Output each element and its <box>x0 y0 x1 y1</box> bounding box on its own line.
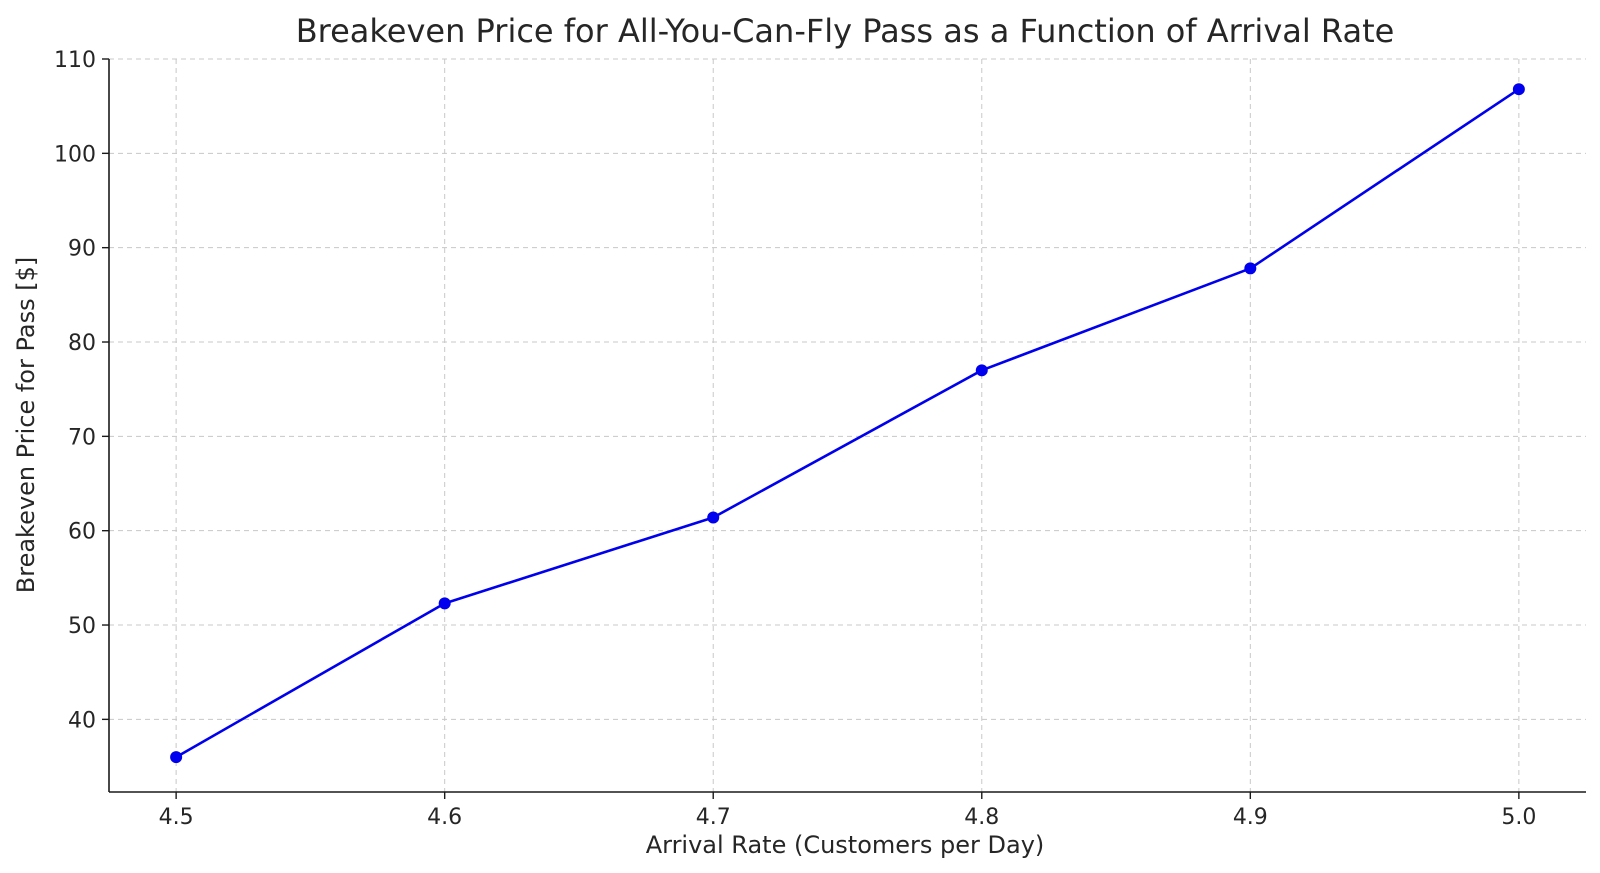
y-tick-label: 60 <box>68 520 96 545</box>
axes <box>108 59 1586 793</box>
data-point <box>1512 83 1525 96</box>
y-axis-label: Breakeven Price for Pass [$] <box>12 257 40 593</box>
x-tick-label: 4.5 <box>159 805 194 830</box>
x-tick-label: 5.0 <box>1501 805 1536 830</box>
y-tick-label: 70 <box>68 425 96 450</box>
y-tick-label: 40 <box>68 708 96 733</box>
data-point <box>170 751 183 764</box>
x-tick-label: 4.7 <box>696 805 731 830</box>
ticks: 4.5 4.6 4.7 4.8 4.9 5.0 40 50 60 70 80 90 100 110 <box>54 48 1536 830</box>
x-tick-label: 4.6 <box>427 805 462 830</box>
y-tick-label: 100 <box>54 142 96 167</box>
y-tick-label: 90 <box>68 237 96 262</box>
series-line <box>175 88 1520 759</box>
plot-area <box>170 83 1525 764</box>
y-tick-label: 50 <box>68 614 96 639</box>
grid <box>109 58 1586 792</box>
chart-title: Breakeven Price for All-You-Can-Fly Pass… <box>296 12 1395 50</box>
x-tick-label: 4.8 <box>964 805 999 830</box>
x-axis-label: Arrival Rate (Customers per Day) <box>646 831 1045 859</box>
data-point <box>975 364 988 377</box>
y-tick-label: 80 <box>68 331 96 356</box>
data-point <box>1244 262 1257 275</box>
data-point <box>707 511 720 524</box>
y-tick-label: 110 <box>54 48 96 73</box>
x-tick-label: 4.9 <box>1233 805 1268 830</box>
data-point <box>438 597 451 610</box>
